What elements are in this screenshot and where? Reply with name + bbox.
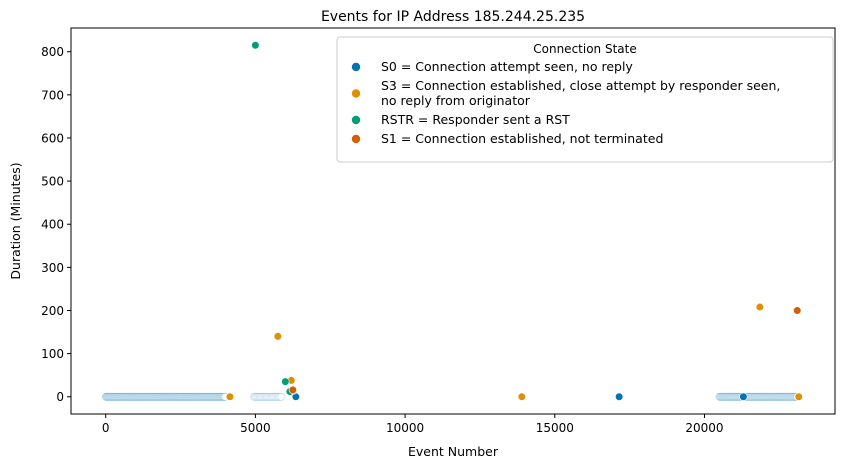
data-point (517, 392, 526, 401)
data-point (281, 377, 290, 386)
legend-label: S0 = Connection attempt seen, no reply (381, 59, 633, 74)
legend-label: RSTR = Responder sent a RST (381, 112, 570, 127)
x-tick-label: 0 (102, 421, 110, 435)
legend-box (336, 36, 834, 163)
legend-label: S1 = Connection established, not termina… (381, 131, 663, 146)
y-tick-label: 0 (56, 390, 64, 404)
data-point (794, 392, 803, 401)
data-point (755, 302, 764, 312)
y-tick-label: 500 (41, 175, 64, 189)
chart-title: Events for IP Address 185.244.25.235 (321, 9, 585, 25)
legend-label: S3 = Connection established, close attem… (381, 78, 780, 93)
x-tick-label: 15000 (536, 421, 574, 435)
data-point (225, 392, 235, 401)
legend-marker (351, 89, 361, 98)
legend-title: Connection State (533, 42, 636, 56)
x-tick-label: 5000 (240, 421, 271, 435)
data-point (793, 306, 802, 315)
legend-marker (351, 62, 361, 72)
data-point (288, 385, 297, 394)
x-axis-ticks: 0 5000 10000 15000 20000 (102, 414, 724, 435)
legend-marker (351, 115, 361, 125)
legend-marker (351, 134, 361, 144)
legend-label: no reply from originator (381, 93, 531, 108)
y-tick-label: 700 (41, 88, 64, 102)
y-axis-ticks: 0 100 200 300 400 500 600 700 800 (41, 45, 71, 404)
x-axis-label: Event Number (408, 444, 499, 459)
y-tick-label: 400 (41, 218, 64, 232)
data-point (739, 392, 748, 401)
y-tick-label: 800 (41, 45, 64, 59)
y-tick-label: 200 (41, 304, 64, 318)
data-point (277, 392, 286, 401)
data-point (615, 392, 624, 401)
x-tick-label: 20000 (685, 421, 723, 435)
y-tick-label: 100 (41, 347, 64, 361)
data-point (273, 332, 282, 341)
data-point (251, 41, 260, 50)
y-axis-label: Duration (Minutes) (8, 162, 23, 279)
x-tick-label: 10000 (386, 421, 424, 435)
legend: Connection State S0 = Connection attempt … (336, 36, 834, 163)
plot-marks (101, 41, 803, 401)
plot-frame (70, 27, 836, 415)
y-tick-label: 600 (41, 131, 64, 145)
y-tick-label: 300 (41, 261, 64, 275)
